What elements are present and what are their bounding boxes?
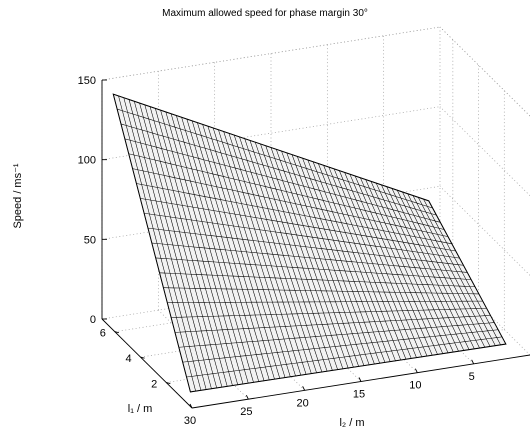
surface-edge bbox=[112, 93, 507, 393]
l2-tick-mark bbox=[414, 368, 418, 373]
mesh-line-l1 bbox=[128, 153, 445, 230]
mesh-line-l1 bbox=[182, 329, 499, 363]
mesh-line-l1 bbox=[147, 227, 464, 266]
mesh-line-l1 bbox=[124, 138, 441, 223]
z-axis-label: Speed / ms⁻¹ bbox=[12, 163, 24, 228]
l1-tick-mark bbox=[140, 356, 145, 359]
l1-tick-label: 2 bbox=[151, 379, 157, 391]
mesh-line-l1 bbox=[159, 272, 476, 288]
l2-tick-mark bbox=[471, 359, 475, 365]
l1-tick-mark bbox=[166, 382, 171, 385]
speed-tick-label: 0 bbox=[90, 314, 96, 326]
mesh-line-l1 bbox=[171, 307, 487, 318]
l2-tick-label: 20 bbox=[297, 397, 309, 409]
speed-tick-label: 150 bbox=[78, 75, 96, 87]
mesh-line-l1 bbox=[132, 168, 449, 237]
l2-tick-mark bbox=[189, 403, 193, 409]
mesh-line-l1 bbox=[117, 108, 433, 209]
mesh-line-l1 bbox=[151, 242, 468, 273]
mesh-line-l1 bbox=[163, 287, 479, 295]
mesh-line-l1 bbox=[144, 212, 460, 259]
l2-tick-label: 30 bbox=[184, 415, 196, 427]
l2-tick-label: 15 bbox=[353, 389, 365, 401]
l1-tick-mark bbox=[114, 331, 119, 334]
x-axis-label: l₁ / m bbox=[128, 403, 153, 415]
speed-tick-label: 50 bbox=[84, 234, 96, 246]
side-wall-grid-line bbox=[439, 106, 530, 196]
surface-mesh bbox=[112, 93, 507, 393]
l2-tick-mark bbox=[245, 394, 249, 400]
l1-tick-label: 6 bbox=[100, 328, 106, 340]
mesh-line-l1 bbox=[167, 300, 483, 303]
mesh-line-l1 bbox=[155, 257, 472, 280]
mesh-line-l1 bbox=[178, 322, 495, 348]
speed-tick-label: 100 bbox=[78, 155, 96, 167]
l2-tick-label: 5 bbox=[469, 371, 475, 383]
tick-labels: 0 50 100 150 2 4 6 30 25 20 15 10 5 bbox=[78, 75, 475, 427]
l2-tick-label: 10 bbox=[409, 380, 421, 392]
box-edge bbox=[439, 26, 530, 117]
l1-tick-label: 4 bbox=[125, 353, 131, 365]
mesh-line-l1 bbox=[186, 336, 503, 378]
l1-axis-line bbox=[101, 318, 193, 409]
mesh-line-l1 bbox=[136, 183, 452, 245]
mesh-line-l1 bbox=[140, 198, 456, 252]
mesh-line-l1 bbox=[120, 123, 437, 216]
l2-tick-mark bbox=[358, 377, 362, 382]
side-wall-grid-line bbox=[439, 186, 530, 276]
mesh-line-l1 bbox=[174, 315, 491, 333]
chart-title: Maximum allowed speed for phase margin 3… bbox=[162, 8, 368, 19]
y-axis-label: l₂ / m bbox=[339, 417, 364, 429]
l2-tick-label: 25 bbox=[240, 406, 252, 418]
l2-tick-mark bbox=[302, 386, 306, 391]
